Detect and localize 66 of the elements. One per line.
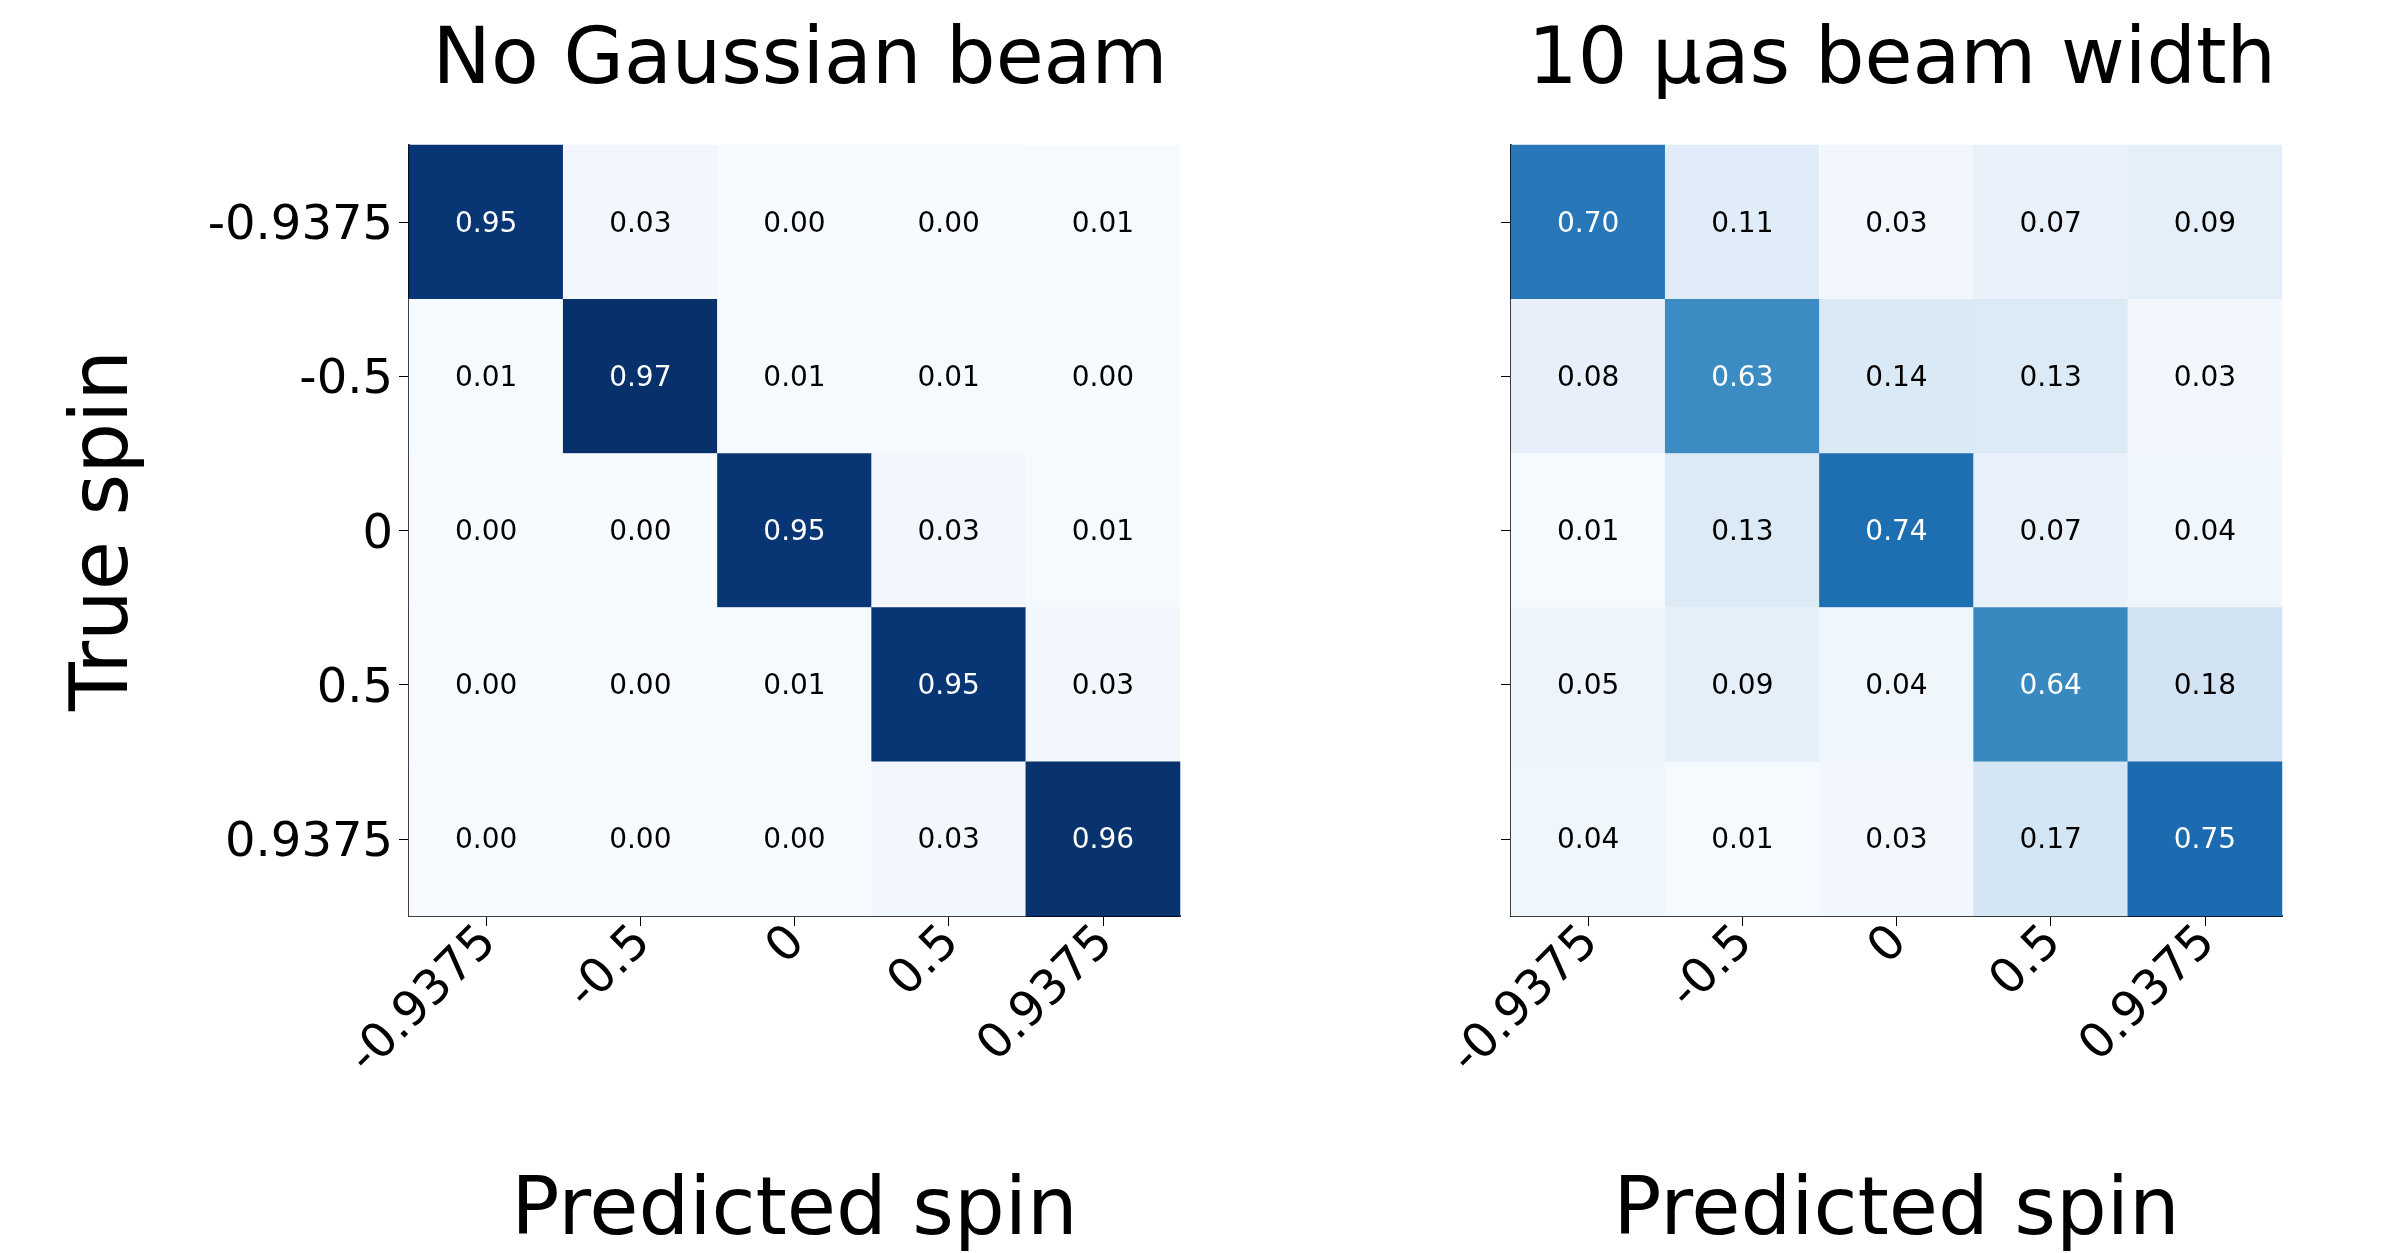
data-label: 0.00 (609, 514, 672, 547)
data-label: 0.04 (1556, 822, 1620, 856)
data-label: 0.18 (2173, 668, 2237, 702)
data-label: 0.01 (1556, 514, 1620, 547)
chart-title: No Gaussian beam (432, 11, 1168, 101)
data-label: 0.95 (454, 205, 518, 239)
data-label: 0.01 (454, 359, 518, 393)
data-label: 0.03 (2173, 359, 2237, 393)
data-label: 0.96 (1071, 822, 1135, 856)
data-label: 0.01 (763, 668, 826, 702)
data-label: 0.00 (917, 205, 980, 239)
data-label: 0.00 (1071, 359, 1135, 393)
x-axis-title: Predicted spin (1613, 1159, 2180, 1253)
data-label: 0.04 (1865, 668, 1928, 702)
data-label: 0.11 (1711, 205, 1774, 239)
data-label: 0.13 (1711, 514, 1774, 547)
data-label: 0.09 (1711, 668, 1774, 702)
data-label: 0.00 (763, 822, 826, 856)
data-label: 0.01 (1071, 205, 1135, 239)
data-label: 0.95 (917, 668, 980, 702)
data-label: 0.97 (609, 359, 672, 393)
data-label: 0.01 (1711, 822, 1774, 856)
data-label: 0.00 (454, 668, 518, 702)
x-tick-label: 0 (1855, 912, 1917, 974)
data-label: 0.14 (1865, 359, 1928, 393)
data-label: 0.08 (1556, 359, 1620, 393)
data-label: 0.04 (2173, 514, 2237, 547)
data-label: 0.75 (2173, 822, 2237, 856)
data-label: 0.01 (763, 359, 826, 393)
data-label: 0.03 (917, 822, 980, 856)
y-tick-label: -0.9375 (207, 194, 393, 251)
data-label: 0.03 (917, 514, 980, 547)
data-label: 0.17 (2019, 822, 2082, 856)
data-label: 0.03 (1865, 822, 1928, 856)
data-label: 0.03 (609, 205, 672, 239)
data-label: 0.05 (1556, 668, 1620, 702)
x-tick-label: -0.5 (554, 912, 661, 1019)
y-tick-label: 0 (362, 502, 393, 559)
y-tick-label: 0.9375 (225, 810, 393, 867)
data-label: 0.07 (2019, 205, 2082, 239)
data-label: 0.09 (2173, 205, 2237, 239)
data-label: 0.74 (1865, 514, 1928, 547)
data-label: 0.00 (609, 668, 672, 702)
data-label: 0.01 (1071, 514, 1135, 547)
data-label: 0.70 (1556, 205, 1620, 239)
x-tick-label: 0.5 (1976, 912, 2071, 1006)
x-tick-label: 0 (753, 912, 815, 974)
y-axis-title: True spin (52, 350, 146, 712)
data-label: 0.00 (763, 205, 826, 239)
x-axis-title: Predicted spin (511, 1159, 1078, 1253)
y-tick-label: -0.5 (299, 348, 393, 405)
data-label: 0.00 (454, 822, 518, 856)
data-label: 0.07 (2019, 514, 2082, 547)
chart-title: 10 μas beam width (1528, 11, 2276, 101)
data-label: 0.00 (454, 514, 518, 547)
x-tick-label: 0.5 (874, 912, 969, 1006)
data-label: 0.63 (1711, 359, 1774, 393)
data-label: 0.64 (2019, 668, 2082, 702)
data-label: 0.03 (1865, 205, 1928, 239)
data-label: 0.01 (917, 359, 980, 393)
data-label: 0.95 (763, 514, 826, 547)
x-tick-label: -0.5 (1656, 912, 1763, 1019)
y-tick-label: 0.5 (316, 656, 393, 713)
data-label: 0.00 (609, 822, 672, 856)
data-label: 0.03 (1071, 668, 1135, 702)
data-label: 0.13 (2019, 359, 2082, 393)
